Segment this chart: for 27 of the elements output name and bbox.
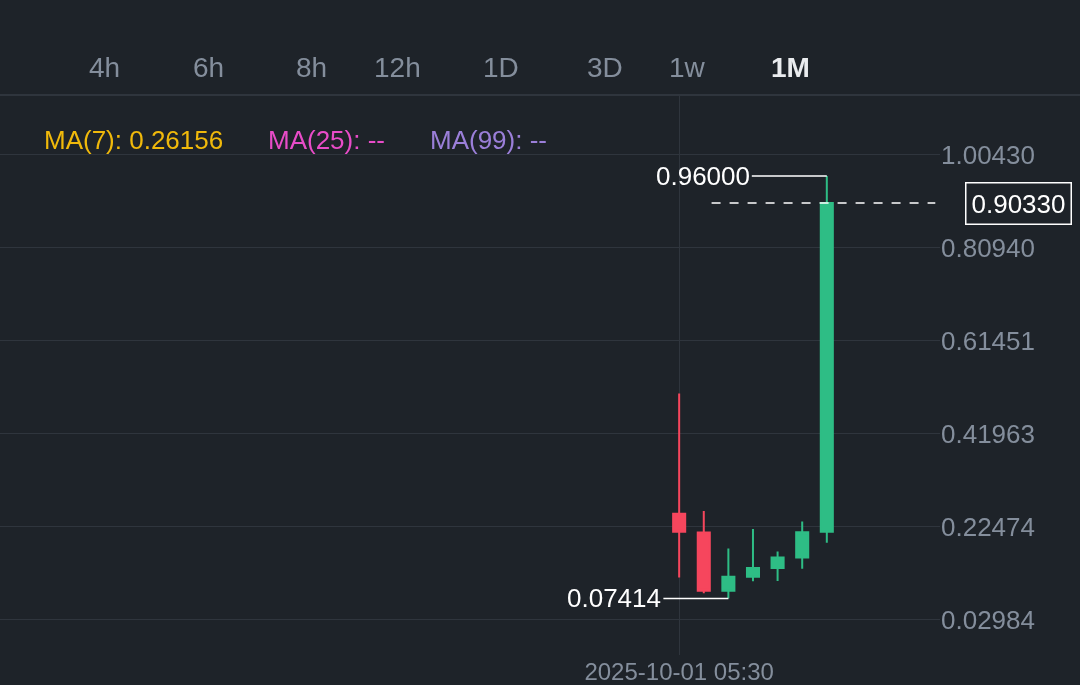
annotation: 0.96000 bbox=[656, 161, 750, 191]
text: 12h bbox=[374, 52, 421, 83]
text: 4h bbox=[89, 52, 121, 83]
ref-line-label: 0.90330 bbox=[971, 188, 1066, 219]
y-tick-label: 1.00430 bbox=[941, 140, 1035, 170]
y-tick-label: 0.41963 bbox=[941, 418, 1035, 449]
text: 6h bbox=[193, 52, 225, 83]
text: 0.07414 bbox=[567, 583, 661, 613]
text: MA(25): -- bbox=[268, 125, 385, 155]
x-tick-label: 2025-10-01 05:30 bbox=[584, 658, 774, 685]
text: 3D bbox=[587, 52, 623, 83]
candlestick bbox=[745, 528, 761, 583]
text: 1D bbox=[483, 52, 519, 83]
text: 8h bbox=[296, 52, 328, 83]
candlestick bbox=[721, 547, 736, 600]
text: MA(99): -- bbox=[430, 125, 547, 155]
text: 1w bbox=[669, 52, 706, 83]
candlestick bbox=[819, 175, 834, 544]
y-tick-label: 0.22474 bbox=[941, 511, 1035, 542]
text: 1M bbox=[771, 52, 810, 83]
candlestick bbox=[696, 510, 711, 595]
text: MA(7): 0.26156 bbox=[44, 125, 224, 155]
y-tick-label: 0.80940 bbox=[941, 232, 1035, 263]
y-tick-label: 0.02984 bbox=[941, 604, 1035, 635]
candlestick bbox=[770, 550, 785, 582]
candlestick bbox=[795, 520, 810, 570]
y-tick-label: 0.61451 bbox=[941, 325, 1035, 356]
